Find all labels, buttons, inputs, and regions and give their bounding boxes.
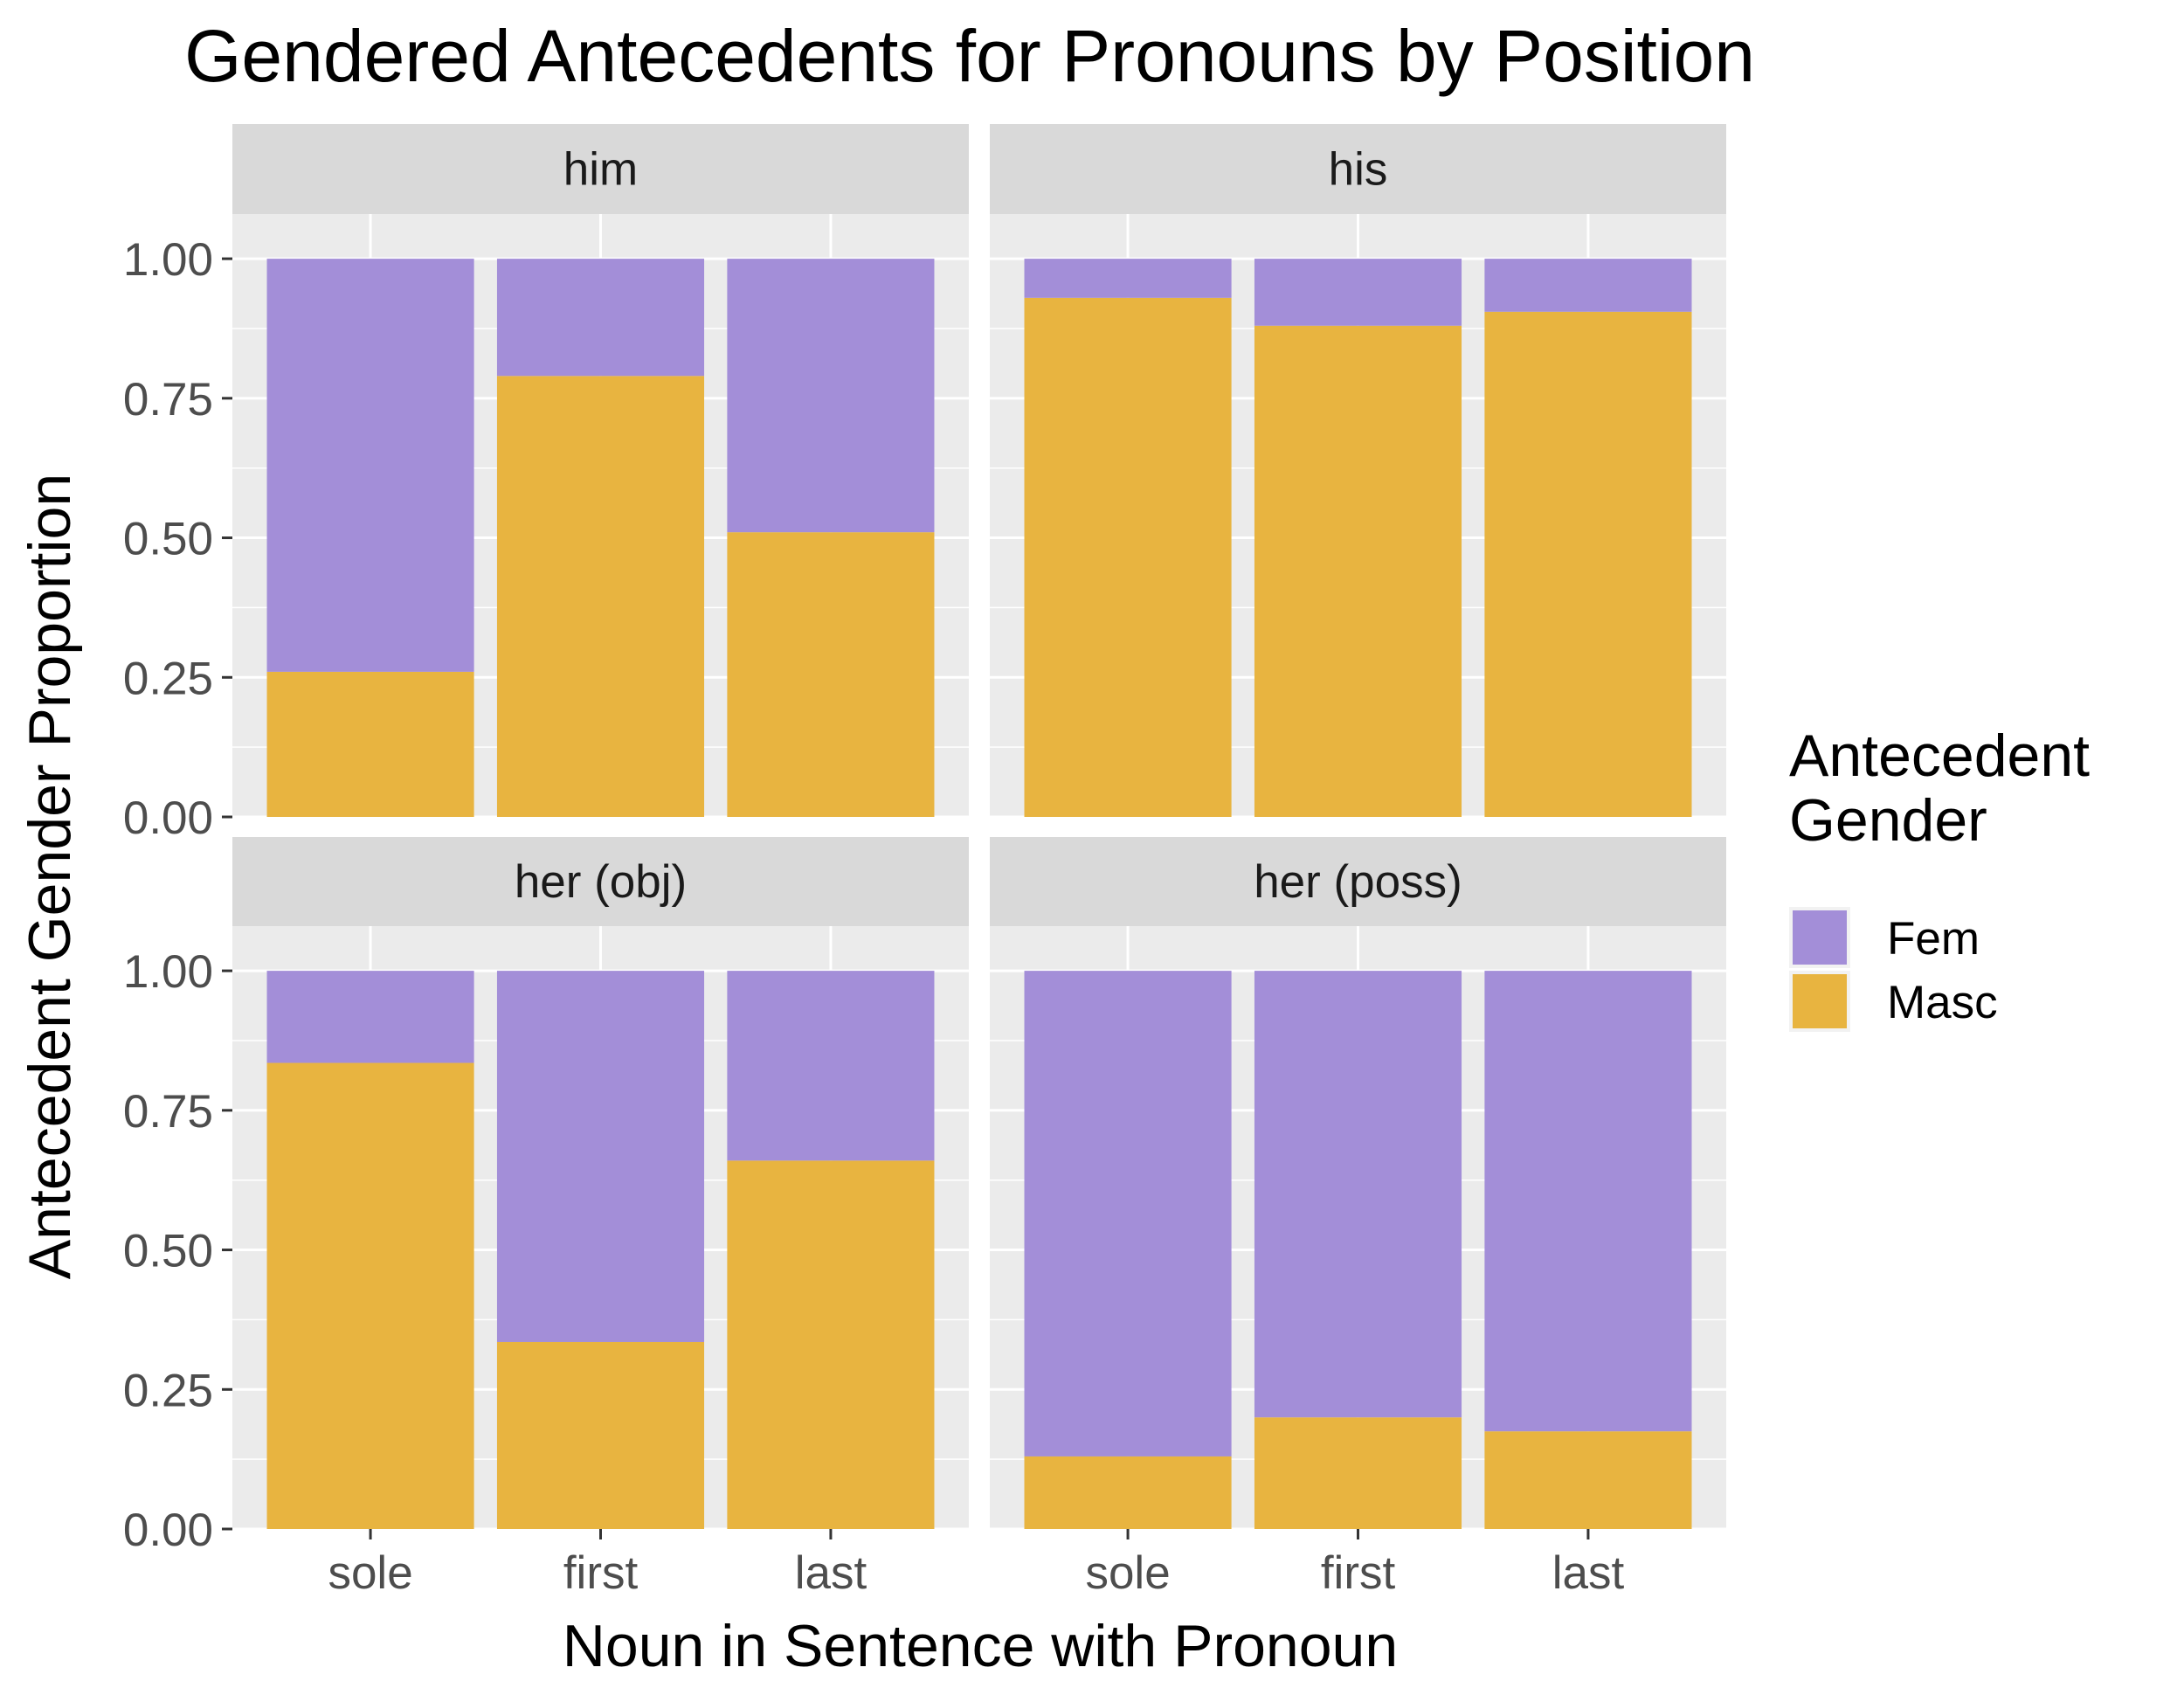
- bar-segment-fem: [266, 971, 474, 1063]
- bar-segment-masc: [496, 376, 705, 817]
- chart-title: Gendered Antecedents for Pronouns by Pos…: [184, 15, 1755, 97]
- legend: Antecedent Gender Fem Masc: [1789, 723, 2106, 1032]
- x-tick-label: first: [563, 1547, 639, 1599]
- bar-segment-masc: [1254, 1417, 1462, 1529]
- bar-segment-masc: [1484, 311, 1692, 817]
- x-tick-label: first: [1321, 1547, 1396, 1599]
- y-tick-label: 0.25: [123, 1365, 213, 1416]
- facet-panel: her (obj): [232, 837, 969, 1531]
- legend-title-line-1: Antecedent: [1789, 723, 2090, 789]
- x-axis-title: Noun in Sentence with Pronoun: [563, 1613, 1398, 1679]
- bar-segment-masc: [727, 1160, 935, 1529]
- y-tick-label: 0.50: [123, 514, 213, 565]
- bar-segment-fem: [266, 259, 474, 672]
- y-axis-title: Antecedent Gender Proportion: [17, 474, 83, 1279]
- bar-segment-fem: [727, 971, 935, 1161]
- x-tick-label: last: [1552, 1547, 1625, 1599]
- facet-panel: him: [232, 124, 969, 819]
- bar-segment-fem: [1484, 971, 1692, 1432]
- facet-panel: her (poss): [990, 837, 1726, 1531]
- bar-segment-fem: [1024, 971, 1232, 1456]
- facet-strip-label: him: [563, 144, 638, 196]
- y-tick-label: 1.00: [123, 946, 213, 998]
- bar-segment-masc: [727, 532, 935, 817]
- y-tick-label: 0.00: [123, 1505, 213, 1556]
- x-tick-label: last: [795, 1547, 867, 1599]
- legend-label-masc: Masc: [1887, 977, 1998, 1028]
- y-tick-label: 0.00: [123, 792, 213, 844]
- y-tick-label: 1.00: [123, 234, 213, 286]
- facet-panel: his: [990, 124, 1726, 819]
- facet-panels: him his her (obj) her (poss): [232, 124, 1726, 1531]
- facet-strip: [990, 124, 1726, 214]
- facet-strip: [232, 837, 969, 926]
- bar-segment-fem: [1254, 259, 1462, 326]
- facet-strip: [232, 124, 969, 214]
- facet-strip-label: her (poss): [1254, 856, 1462, 908]
- legend-items: Fem Masc: [1789, 907, 1998, 1032]
- bar-segment-fem: [1024, 259, 1232, 298]
- bar-segment-masc: [1254, 325, 1462, 817]
- y-tick-label: 0.75: [123, 374, 213, 425]
- legend-key-masc: [1793, 974, 1847, 1028]
- bar-segment-masc: [1024, 297, 1232, 817]
- legend-title: Antecedent Gender: [1789, 723, 2106, 854]
- facet-strip: [990, 837, 1726, 926]
- facet-strip-label: his: [1329, 144, 1388, 196]
- facet-strip-label: her (obj): [515, 856, 687, 908]
- x-axis-ticks: sole first last sole first last: [328, 1529, 1624, 1599]
- bar-segment-fem: [727, 259, 935, 533]
- y-axis-ticks: 0.00 0.25 0.50 0.75 1.00 0.00 0.25 0.50 0.75 1.00: [123, 234, 232, 1556]
- bar-segment-masc: [1484, 1431, 1692, 1529]
- bar-segment-fem: [496, 971, 705, 1342]
- bar-segment-masc: [266, 671, 474, 817]
- bar-segment-fem: [1484, 259, 1692, 312]
- y-tick-label: 0.50: [123, 1226, 213, 1277]
- bar-segment-fem: [1254, 971, 1462, 1418]
- legend-label-fem: Fem: [1887, 913, 1980, 965]
- legend-title-line-2: Gender: [1789, 787, 1987, 854]
- bar-segment-masc: [496, 1341, 705, 1529]
- x-tick-label: sole: [328, 1547, 412, 1599]
- bar-segment-masc: [266, 1062, 474, 1529]
- y-tick-label: 0.25: [123, 653, 213, 704]
- legend-key-fem: [1793, 910, 1847, 965]
- x-tick-label: sole: [1085, 1547, 1170, 1599]
- bar-segment-masc: [1024, 1456, 1232, 1529]
- bar-segment-fem: [496, 259, 705, 377]
- y-tick-label: 0.75: [123, 1086, 213, 1138]
